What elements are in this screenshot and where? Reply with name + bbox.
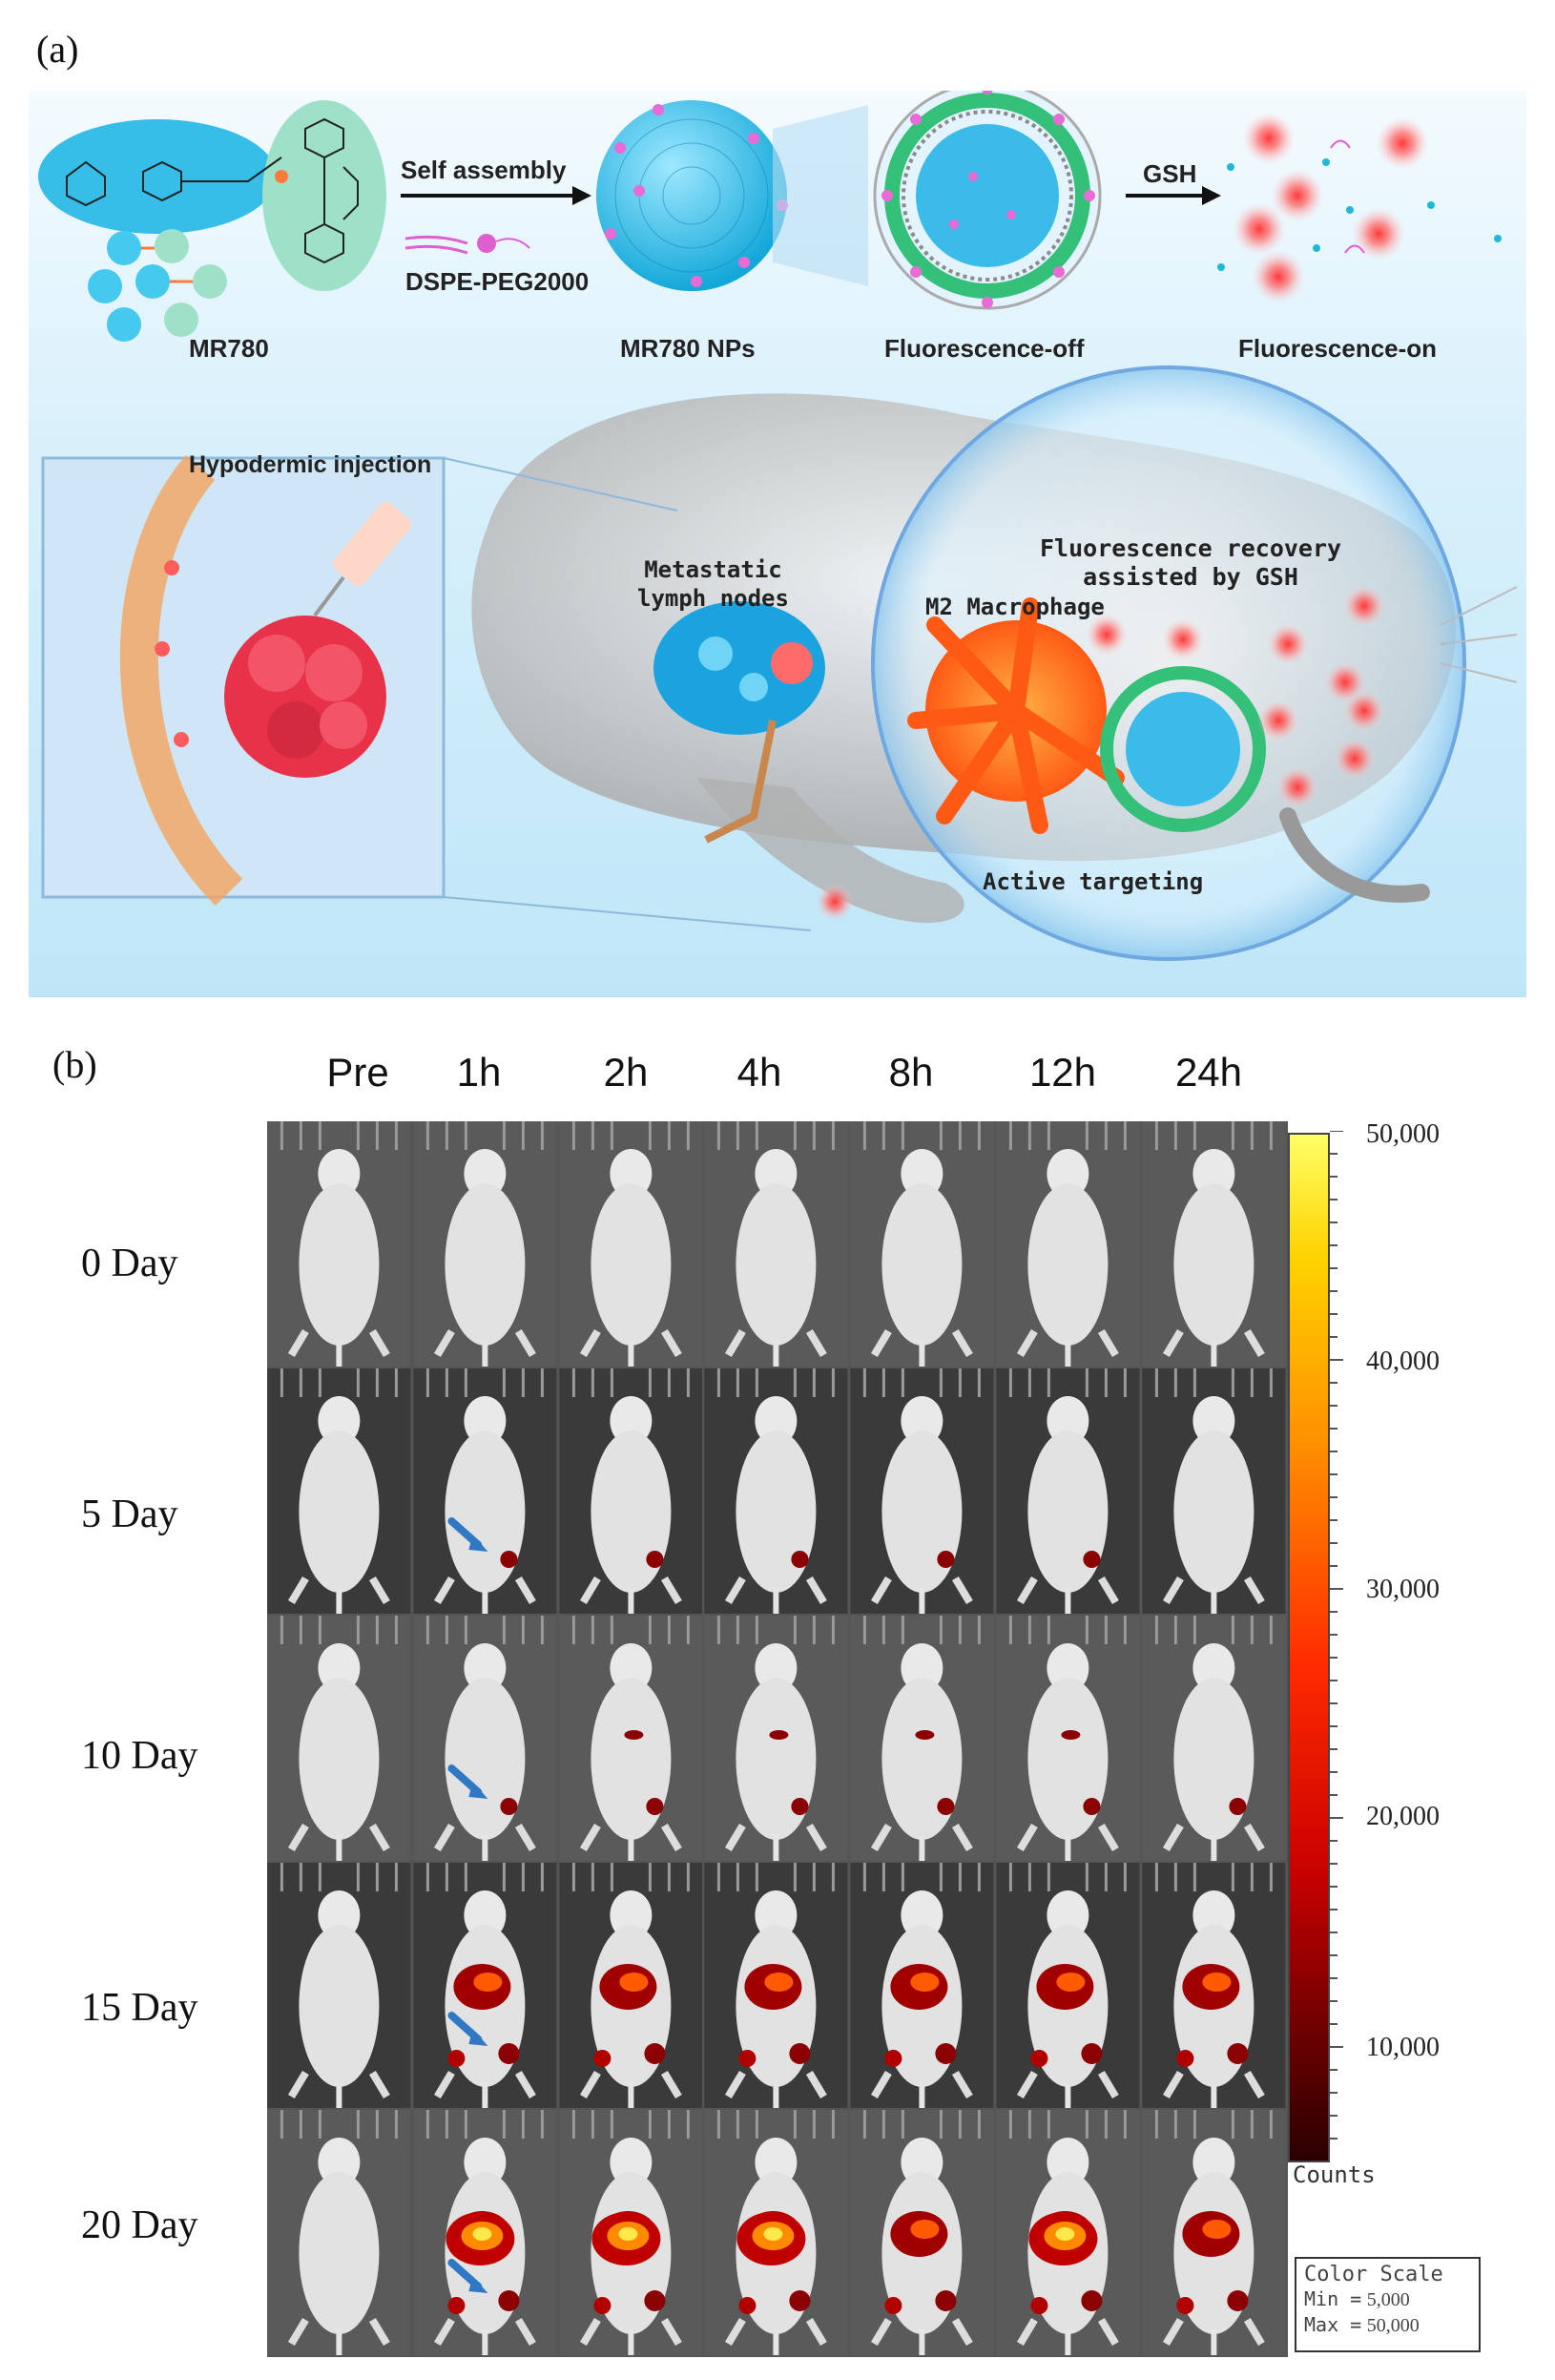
fluorescence-off-label: Fluorescence-off <box>884 334 1085 363</box>
zoom-circle <box>871 365 1466 961</box>
mouse-image-cell <box>413 2110 557 2355</box>
m2-macrophage-icon <box>907 597 1125 834</box>
glucose-moiety-oval <box>38 119 277 234</box>
min-label: Min = <box>1304 2287 1362 2310</box>
counts-label: Counts <box>1293 2161 1376 2188</box>
mouse-image-cell <box>1142 2110 1286 2355</box>
mouse-image-cell <box>413 1121 557 1367</box>
mouse-image-cell <box>558 1863 703 2108</box>
mr780-structure-icon <box>66 117 359 264</box>
panel-a-label: (a) <box>36 28 79 71</box>
dspe-peg-icon <box>404 234 530 255</box>
color-scale-ticks <box>1330 1131 1343 2140</box>
syringe-icon <box>313 501 411 617</box>
time-header-1: 1h <box>456 1050 502 1095</box>
color-scale-title: Color Scale <box>1304 2263 1443 2286</box>
dimer-icons <box>88 229 227 342</box>
mouse-image-cell <box>1142 1863 1286 2108</box>
time-header-3: 4h <box>736 1050 782 1095</box>
time-header-5: 12h <box>1028 1050 1097 1095</box>
mouse-image-cell <box>413 1368 557 1614</box>
mouse-image-cell <box>1142 1616 1286 1861</box>
schematic-panel: MR780 Self assembly DSPE-PEG2000 MR780 N… <box>29 91 1526 997</box>
max-value: 50,000 <box>1366 2315 1420 2336</box>
mouse-image-cell <box>558 1121 703 1367</box>
fluorescence-on-label: Fluorescence-on <box>1238 334 1438 363</box>
scale-tick-label-1: 40,000 <box>1366 1347 1440 1376</box>
m2-macrophage-label: M2 Macrophage <box>925 594 1105 620</box>
mouse-image-cell <box>996 2110 1140 2355</box>
mouse-image-cell <box>996 1863 1140 2108</box>
mouse-image-cell <box>850 1616 994 1861</box>
self-assembly-label: Self assembly <box>401 156 567 184</box>
day-label-0: 0 Day <box>81 1242 178 1285</box>
mouse-image-cell <box>704 1863 848 2108</box>
mouse-image-cell <box>1142 1368 1286 1614</box>
mouse-image-cell <box>267 1368 411 1614</box>
imaging-grid <box>267 1121 1288 2357</box>
mouse-image-cell <box>558 2110 703 2355</box>
day-label-4: 20 Day <box>81 2203 198 2247</box>
max-label: Max = <box>1304 2313 1362 2336</box>
time-header-6: 24h <box>1174 1050 1243 1095</box>
mouse-image-cell <box>850 2110 994 2355</box>
recovery-label: Fluorescence recovery assisted by GSH <box>1040 534 1341 592</box>
day-label-1: 5 Day <box>81 1493 178 1536</box>
mouse-image-cell <box>704 1368 848 1614</box>
tumor-icon <box>224 616 386 778</box>
color-scale-bar <box>1288 1133 1330 2162</box>
metastatic-label: Metastatic lymph nodes <box>637 555 789 613</box>
np-label: MR780 NPs <box>620 334 756 363</box>
nanoparticle-icon <box>596 100 787 291</box>
recovery-line1: Fluorescence recovery <box>1040 534 1342 562</box>
mouse-image-cell <box>704 2110 848 2355</box>
mouse-image-cell <box>267 1616 411 1861</box>
liposome-off-icon <box>873 91 1102 310</box>
time-header-4: 8h <box>888 1050 934 1095</box>
scale-tick-label-3: 20,000 <box>1366 1802 1440 1831</box>
panel-b-label: (b) <box>52 1043 97 1086</box>
min-row: Min = 5,000 <box>1304 2286 1471 2312</box>
hypodermic-label: Hypodermic injection <box>189 451 432 478</box>
time-header-2: 2h <box>603 1050 649 1095</box>
schematic-illustration <box>38 91 1518 961</box>
mouse-image-cell <box>996 1616 1140 1861</box>
liposome-in-zoom-icon <box>1100 666 1266 832</box>
mouse-image-cell <box>1142 1121 1286 1367</box>
fluorescence-on-icon <box>1217 112 1502 303</box>
mr780-label: MR780 <box>189 334 269 363</box>
min-value: 5,000 <box>1366 2289 1410 2310</box>
mouse-image-cell <box>850 1368 994 1614</box>
active-targeting-label: Active targeting <box>983 868 1204 895</box>
mouse-image-cell <box>558 1616 703 1861</box>
scale-tick-label-2: 30,000 <box>1366 1575 1440 1604</box>
time-header-0: Pre <box>326 1050 389 1095</box>
mouse-image-cell <box>267 1121 411 1367</box>
mouse-image-cell <box>850 1863 994 2108</box>
mouse-image-cell <box>413 1863 557 2108</box>
mouse-image-cell <box>704 1616 848 1861</box>
mouse-image-cell <box>850 1121 994 1367</box>
metastatic-line2: lymph nodes <box>637 585 789 612</box>
gsh-label: GSH <box>1143 159 1197 188</box>
scale-tick-label-4: 10,000 <box>1366 2033 1440 2062</box>
mouse-image-cell <box>413 1616 557 1861</box>
day-label-3: 15 Day <box>81 1986 198 2030</box>
max-row: Max = 50,000 <box>1304 2312 1471 2338</box>
lymph-node-icon <box>653 601 825 735</box>
metastatic-line1: Metastatic <box>644 556 782 583</box>
mouse-image-cell <box>996 1368 1140 1614</box>
mouse-image-cell <box>267 1863 411 2108</box>
day-label-2: 10 Day <box>81 1734 198 1778</box>
mouse-image-cell <box>996 1121 1140 1367</box>
recovery-line2: assisted by GSH <box>1083 563 1298 591</box>
mouse-image-cell <box>267 2110 411 2355</box>
dspe-peg-label: DSPE-PEG2000 <box>405 267 590 296</box>
scale-tick-label-0: 50,000 <box>1366 1119 1440 1149</box>
mouse-image-cell <box>558 1368 703 1614</box>
mouse-image-cell <box>704 1121 848 1367</box>
color-scale-box: Color Scale Min = 5,000 Max = 50,000 <box>1295 2257 1481 2352</box>
